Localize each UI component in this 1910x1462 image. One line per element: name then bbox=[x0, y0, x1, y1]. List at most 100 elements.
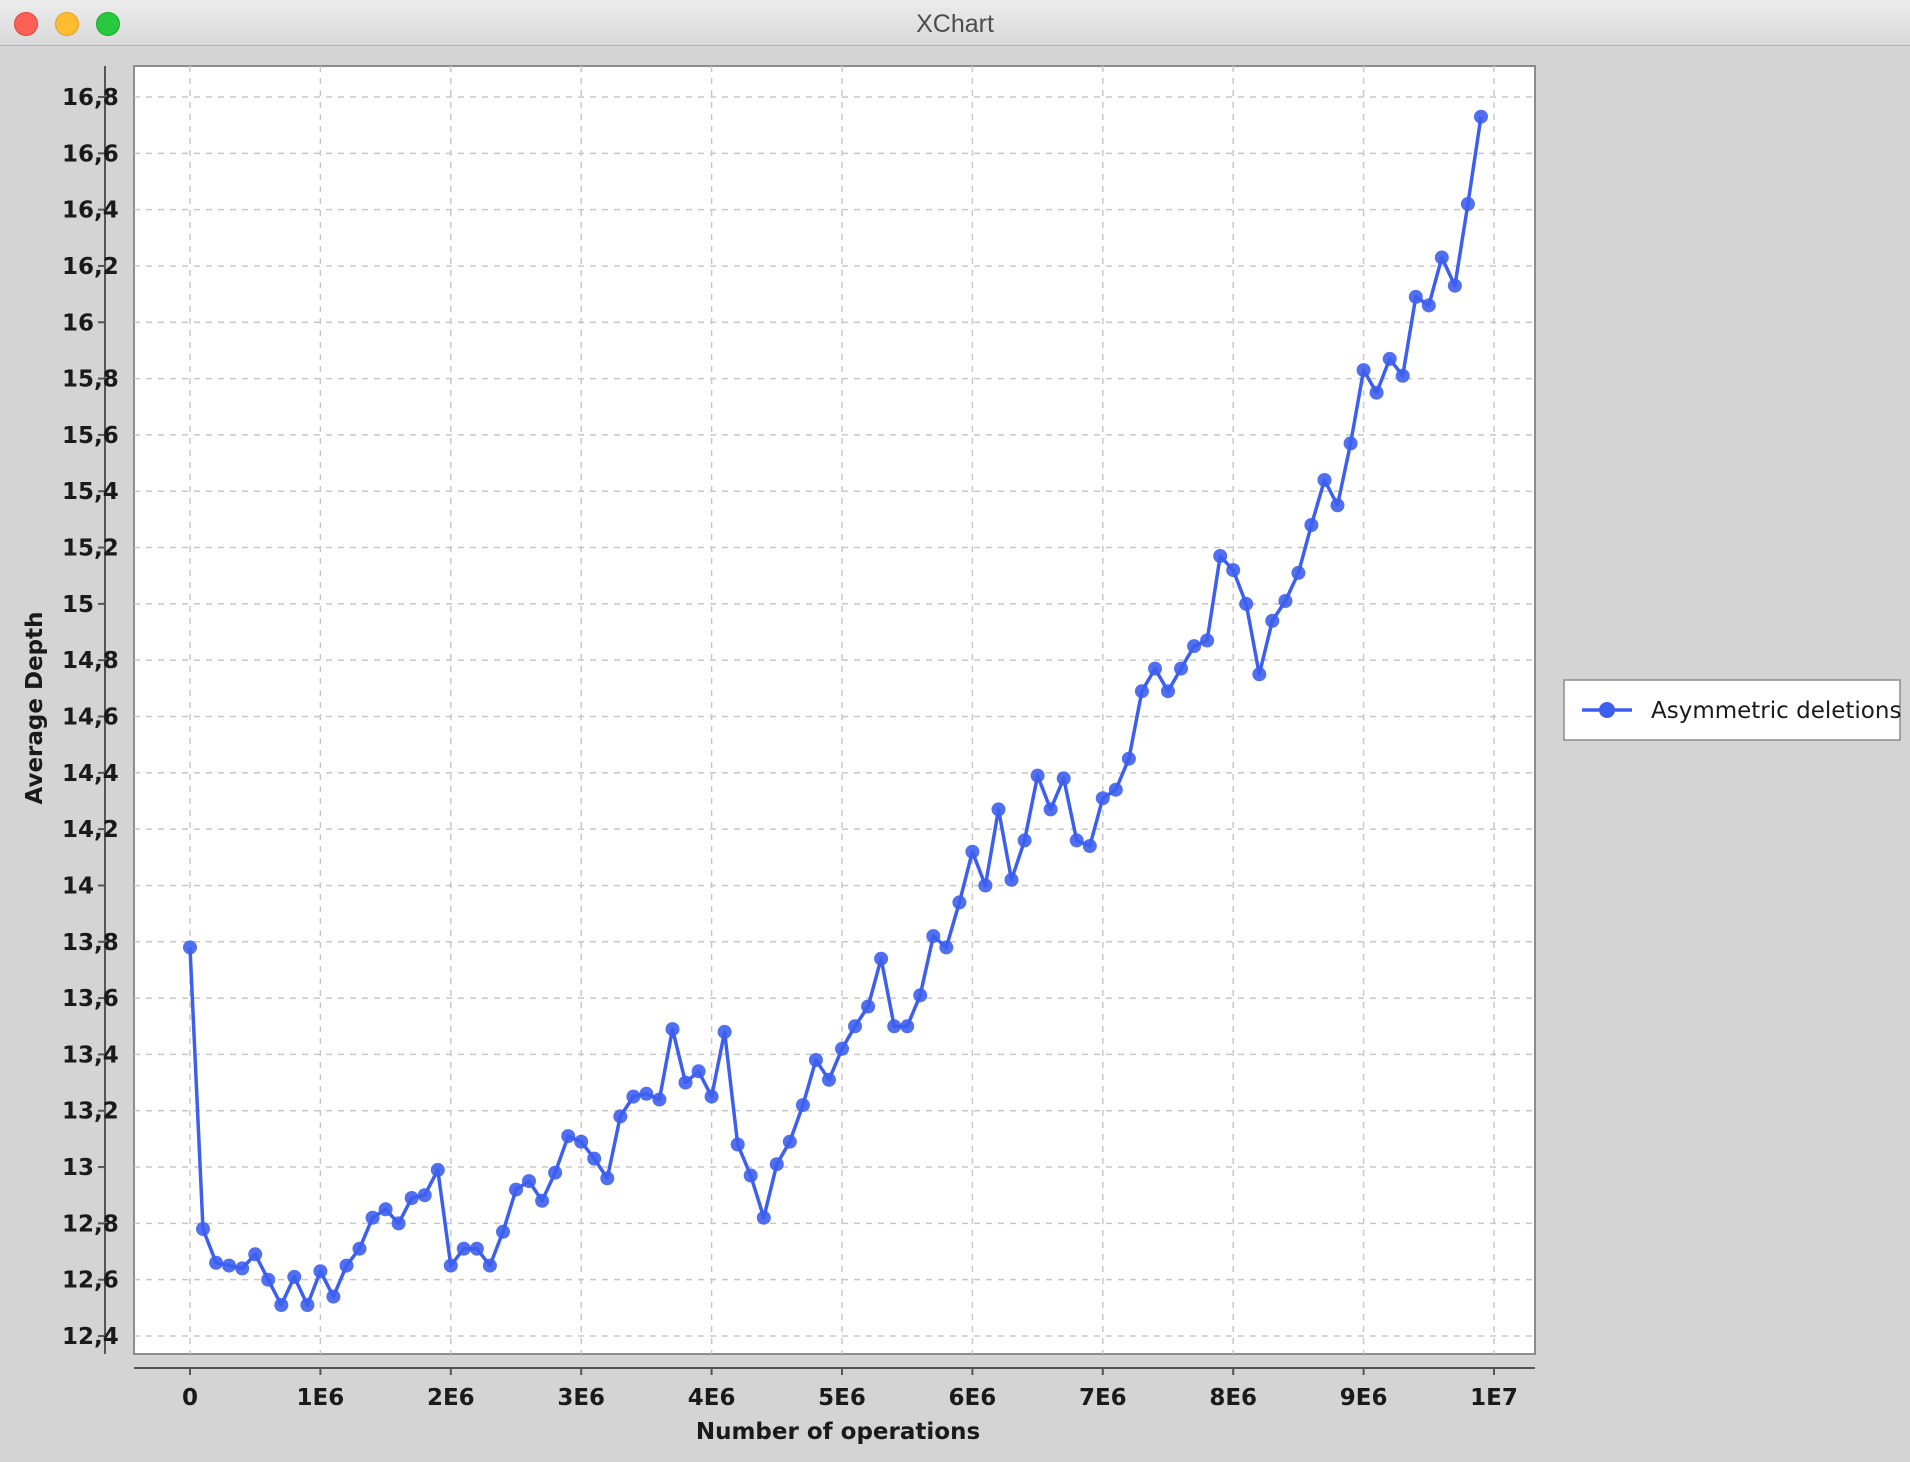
data-point bbox=[965, 844, 980, 859]
data-point bbox=[1369, 385, 1384, 400]
x-tick-label: 3E6 bbox=[557, 1385, 605, 1411]
data-point bbox=[900, 1019, 915, 1034]
data-point bbox=[509, 1182, 523, 1197]
data-point bbox=[222, 1258, 237, 1273]
data-point bbox=[496, 1224, 510, 1239]
x-tick-label: 1E6 bbox=[297, 1385, 345, 1411]
x-tick-label: 7E6 bbox=[1079, 1385, 1127, 1411]
data-point bbox=[469, 1241, 484, 1256]
data-point bbox=[300, 1298, 315, 1312]
data-point bbox=[248, 1247, 263, 1262]
data-point bbox=[795, 1098, 810, 1113]
data-point bbox=[535, 1193, 550, 1208]
data-point bbox=[730, 1137, 745, 1152]
series-line bbox=[188, 116, 1483, 1307]
axes bbox=[98, 66, 1535, 1375]
data-point bbox=[196, 1222, 210, 1236]
y-tick-label: 16,2 bbox=[62, 254, 119, 280]
data-point bbox=[1004, 872, 1019, 887]
legend: Asymmetric deletions bbox=[1563, 679, 1901, 741]
data-point bbox=[1187, 639, 1202, 654]
x-tick-label: 9E6 bbox=[1340, 1385, 1388, 1411]
y-tick-label: 14,2 bbox=[62, 817, 119, 843]
y-tick-label: 15,8 bbox=[62, 367, 119, 393]
data-point bbox=[939, 940, 954, 955]
data-point bbox=[1148, 661, 1162, 676]
data-point bbox=[678, 1075, 693, 1090]
data-point bbox=[1278, 594, 1293, 608]
y-tick-label: 15,2 bbox=[62, 536, 119, 562]
y-tick-label: 14 bbox=[62, 873, 94, 899]
data-point bbox=[1395, 368, 1410, 383]
data-point bbox=[769, 1157, 784, 1172]
data-point bbox=[561, 1129, 576, 1144]
y-tick-label: 16,6 bbox=[62, 141, 119, 167]
data-point bbox=[1082, 839, 1097, 853]
y-tick-label: 13,4 bbox=[62, 1042, 119, 1068]
data-point bbox=[1056, 771, 1071, 786]
y-tick-label: 13 bbox=[62, 1155, 94, 1181]
data-point bbox=[652, 1092, 667, 1107]
data-point bbox=[717, 1024, 732, 1039]
data-point bbox=[1447, 278, 1462, 293]
data-point bbox=[1408, 289, 1423, 304]
minimize-window-button[interactable] bbox=[55, 12, 79, 36]
data-point bbox=[1382, 351, 1397, 366]
data-point bbox=[952, 895, 967, 910]
legend-series-marker bbox=[1599, 702, 1615, 718]
data-point bbox=[1134, 684, 1149, 699]
data-point bbox=[743, 1168, 758, 1183]
data-point bbox=[808, 1053, 823, 1067]
y-tick-label: 13,6 bbox=[62, 986, 119, 1012]
y-tick-label: 15,4 bbox=[62, 479, 119, 505]
data-point bbox=[287, 1269, 302, 1284]
data-point bbox=[639, 1086, 654, 1101]
data-point bbox=[1265, 613, 1280, 628]
title-bar: XChart bbox=[0, 0, 1910, 46]
data-point bbox=[522, 1174, 536, 1189]
data-point bbox=[1226, 563, 1241, 578]
data-point bbox=[378, 1202, 393, 1217]
data-point bbox=[691, 1064, 706, 1079]
y-tick-label: 16 bbox=[62, 310, 94, 336]
y-axis-title: Average Depth bbox=[22, 611, 48, 804]
data-point bbox=[326, 1289, 341, 1304]
y-tick-label: 12,8 bbox=[62, 1211, 119, 1237]
data-point bbox=[391, 1216, 406, 1231]
y-tick-label: 15 bbox=[62, 592, 94, 618]
data-point bbox=[235, 1261, 250, 1276]
data-point bbox=[756, 1210, 771, 1225]
y-tick-label: 12,4 bbox=[62, 1324, 119, 1350]
data-point bbox=[548, 1165, 563, 1180]
x-tick-label: 0 bbox=[182, 1385, 198, 1411]
data-point bbox=[1291, 565, 1306, 580]
data-point bbox=[1043, 802, 1058, 817]
data-point bbox=[926, 929, 941, 944]
data-point bbox=[1421, 298, 1436, 313]
data-point bbox=[1069, 833, 1084, 848]
data-point bbox=[1460, 197, 1475, 211]
y-tick-label: 15,6 bbox=[62, 423, 119, 449]
data-point bbox=[913, 988, 928, 1003]
data-point bbox=[1017, 833, 1032, 848]
x-tick-label: 2E6 bbox=[427, 1385, 475, 1411]
y-tick-label: 14,6 bbox=[62, 705, 119, 731]
data-point bbox=[456, 1241, 471, 1256]
data-point bbox=[261, 1272, 276, 1287]
y-tick-label: 16,8 bbox=[62, 85, 119, 111]
x-tick-label: 8E6 bbox=[1209, 1385, 1257, 1411]
y-tick-labels: 12,4 12,6 12,8 13 13,2 13,4 13,6 13,8 14 14,2 14,4… bbox=[62, 85, 119, 1350]
plot-area bbox=[133, 65, 1536, 1355]
data-point bbox=[835, 1041, 849, 1056]
data-point bbox=[1213, 549, 1228, 563]
data-point bbox=[587, 1151, 602, 1166]
data-point bbox=[183, 940, 197, 955]
data-point bbox=[1174, 661, 1188, 676]
data-point bbox=[339, 1258, 354, 1273]
data-point bbox=[274, 1298, 289, 1312]
data-point bbox=[1239, 596, 1254, 611]
x-tick-label: 5E6 bbox=[818, 1385, 866, 1411]
close-window-button[interactable] bbox=[14, 12, 38, 36]
zoom-window-button[interactable] bbox=[96, 12, 120, 36]
